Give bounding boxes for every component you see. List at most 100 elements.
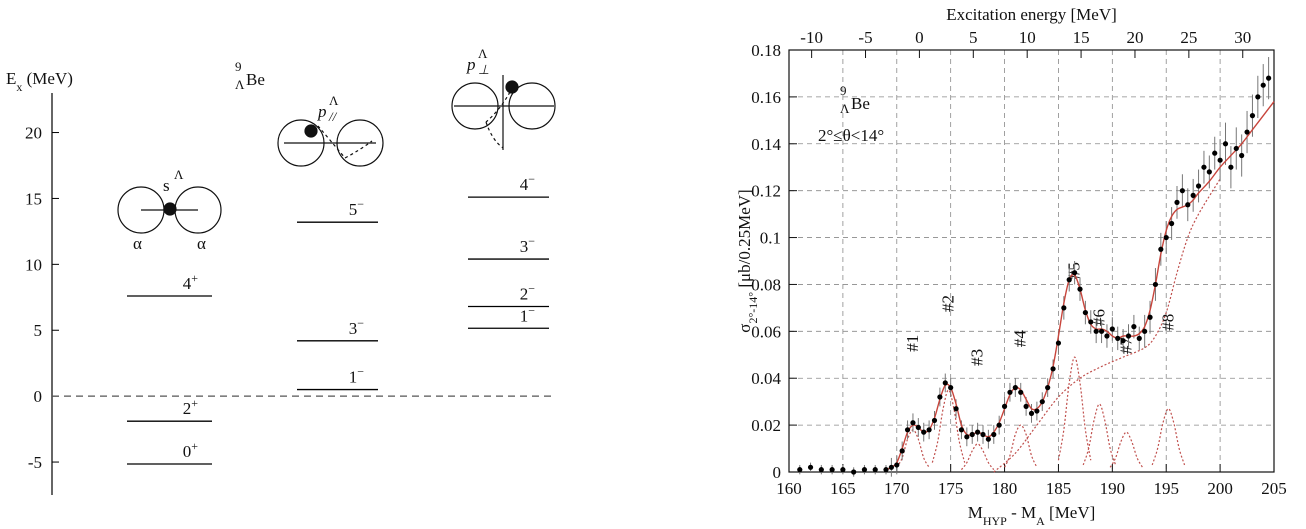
data-point	[818, 467, 824, 473]
column-label-sup: Λ	[478, 46, 488, 61]
label-part: - M	[1007, 503, 1036, 522]
data-point	[899, 448, 905, 454]
level-label: 5−	[349, 197, 365, 219]
data-point	[915, 424, 921, 431]
data-point	[1228, 164, 1234, 170]
label-part: σ	[735, 324, 754, 333]
data-point	[1136, 335, 1142, 341]
cluster-label: α	[197, 234, 206, 253]
data-point	[980, 431, 986, 438]
data-point	[1233, 145, 1239, 152]
data-point	[1082, 309, 1088, 316]
x2-tick-label: -5	[858, 28, 872, 47]
y-tick-label: 5	[34, 321, 43, 340]
component-curve	[960, 443, 995, 471]
data-point	[1163, 234, 1169, 241]
y-axis-label: σ2°-14° [μb/0.25MeV]	[735, 189, 760, 332]
background-curve	[993, 178, 1221, 473]
data-point	[1120, 338, 1126, 344]
parity: +	[191, 439, 198, 453]
peak-label: #6	[1089, 309, 1108, 326]
data-point	[904, 427, 911, 433]
column-label-sub: //	[328, 109, 338, 124]
x-tick-label: 190	[1100, 479, 1126, 498]
spin: 0	[183, 442, 192, 461]
column-label: p	[317, 102, 327, 121]
data-point	[829, 467, 835, 473]
data-point	[1109, 326, 1115, 332]
data-point	[861, 467, 868, 473]
data-point	[1179, 188, 1185, 194]
column-label: s	[163, 176, 170, 195]
y-tick-label: 0.14	[751, 135, 781, 154]
data-point	[1169, 220, 1175, 227]
data-point	[921, 429, 927, 435]
level-label: 3−	[520, 234, 536, 256]
x-tick-label: 205	[1261, 479, 1287, 498]
y-tick-label: 0.08	[751, 275, 781, 294]
data-point	[1260, 82, 1266, 88]
y-tick-label: 0.04	[751, 369, 781, 388]
peak-label: #3	[968, 349, 987, 366]
peak-label: #2	[939, 295, 958, 312]
data-point	[1072, 270, 1078, 276]
orbital	[317, 125, 373, 159]
data-point	[894, 462, 900, 468]
data-point	[1217, 157, 1223, 163]
fit-curve	[885, 101, 1275, 471]
level-label: 1−	[349, 365, 365, 387]
data-point	[851, 469, 857, 475]
y-tick-label: 15	[25, 189, 42, 208]
data-point	[1266, 75, 1272, 81]
data-point	[1190, 192, 1196, 198]
x2-tick-label: 0	[915, 28, 924, 47]
data-point	[1147, 314, 1153, 320]
label-part: M	[968, 503, 983, 522]
data-point	[1045, 385, 1051, 391]
y-tick-label: 0.02	[751, 416, 781, 435]
data-point	[1098, 328, 1105, 334]
data-point	[910, 420, 916, 426]
x-tick-label: 160	[776, 479, 802, 498]
x-tick-label: 185	[1046, 479, 1072, 498]
spin: 1	[520, 306, 529, 325]
data-point	[888, 464, 894, 470]
level-label: 4+	[183, 271, 199, 293]
x2-tick-label: 15	[1073, 28, 1090, 47]
label-part: [MeV]	[1045, 503, 1096, 522]
component-curve	[1151, 408, 1186, 466]
data-point	[942, 380, 948, 386]
x-axis-label: MHYP - MA [MeV]	[968, 503, 1096, 528]
mass-number: 9	[235, 59, 242, 74]
data-point	[926, 427, 932, 433]
spin: 4	[520, 175, 529, 194]
parity: +	[191, 271, 198, 285]
data-point	[807, 464, 814, 470]
level-label: 4−	[520, 172, 536, 194]
parity: −	[528, 234, 535, 248]
label-part: (MeV)	[22, 69, 73, 88]
data-point	[1023, 403, 1029, 409]
data-point	[948, 385, 954, 391]
column-label-sup: Λ	[174, 167, 184, 182]
y-tick-label: 0.16	[751, 88, 781, 107]
label-part: [μb/0.25MeV]	[735, 189, 754, 292]
data-point	[1066, 277, 1072, 283]
x-tick-label: 200	[1207, 479, 1233, 498]
data-point	[872, 467, 878, 473]
orbital	[485, 91, 511, 149]
peak-label: #4	[1011, 330, 1030, 348]
data-point	[1195, 183, 1202, 189]
lambda-index: Λ	[235, 77, 245, 92]
parity: −	[357, 316, 364, 330]
data-point	[1255, 94, 1261, 100]
spin: 1	[349, 368, 358, 387]
data-point	[985, 436, 991, 442]
component-curve	[931, 389, 966, 463]
data-point	[1158, 246, 1164, 252]
data-point	[1142, 328, 1148, 334]
plot-frame	[788, 49, 1275, 473]
component-curve	[1109, 431, 1144, 468]
data-point	[1115, 335, 1121, 341]
